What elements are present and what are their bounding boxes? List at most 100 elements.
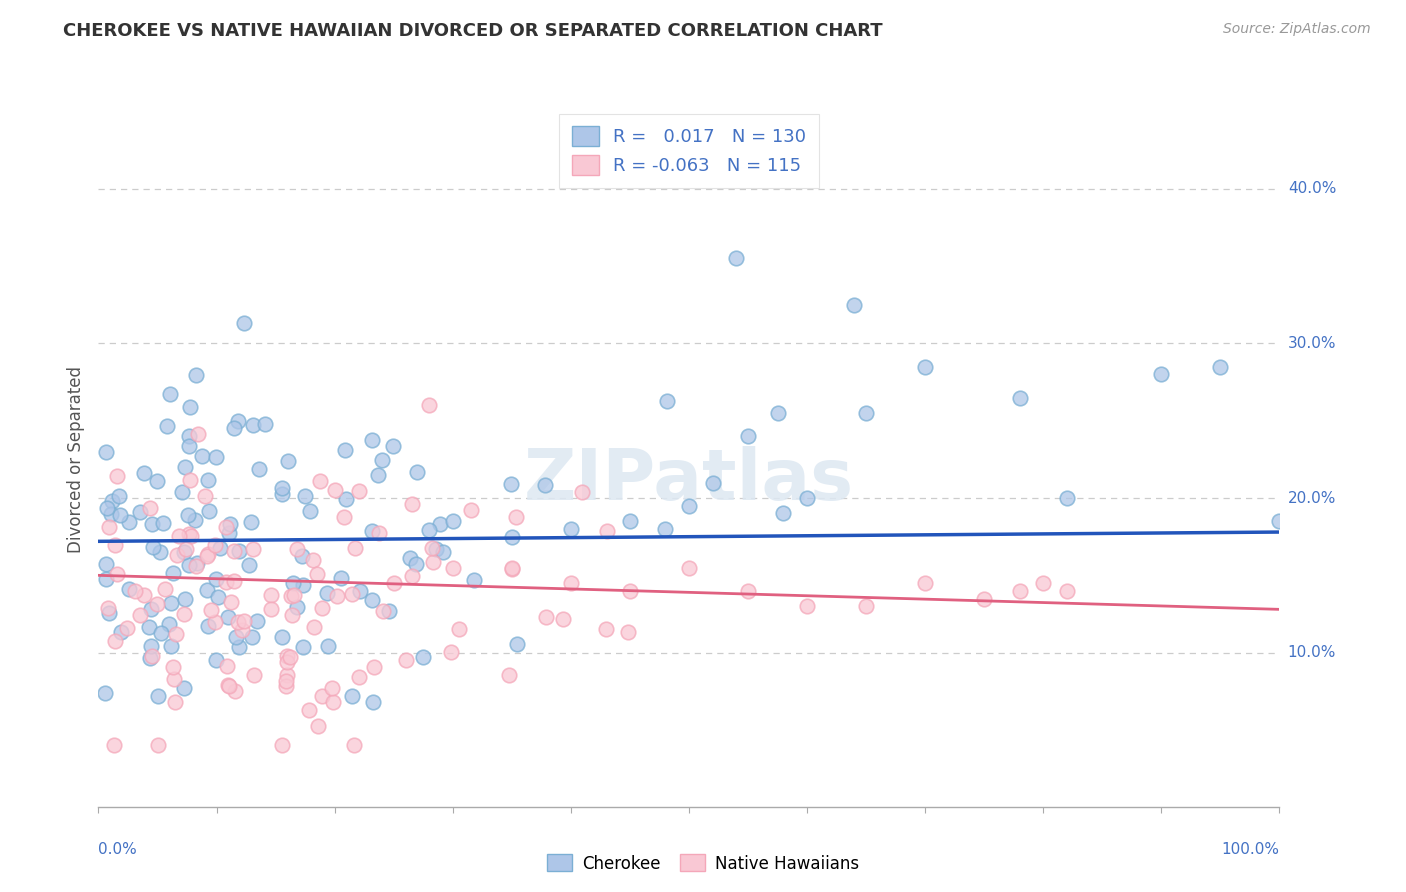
Point: [619, 514, 641, 528]
Point: [173, 459, 195, 474]
Point: [218, 517, 240, 532]
Point: [330, 571, 353, 585]
Point: [422, 541, 444, 555]
Point: [228, 640, 250, 654]
Point: [104, 538, 127, 552]
Point: [271, 481, 294, 495]
Point: [506, 637, 529, 651]
Point: [560, 522, 582, 536]
Point: [405, 465, 427, 479]
Point: [187, 427, 209, 442]
Point: [361, 524, 384, 539]
Point: [460, 503, 482, 517]
Point: [294, 489, 316, 503]
Point: [343, 541, 366, 555]
Point: [224, 574, 246, 589]
Point: [200, 603, 222, 617]
Point: [617, 624, 640, 639]
Point: [207, 591, 229, 605]
Point: [100, 507, 122, 521]
Point: [108, 508, 131, 522]
Point: [193, 489, 215, 503]
Point: [343, 739, 366, 753]
Point: [226, 414, 249, 428]
Point: [333, 509, 356, 524]
Legend: R =   0.017   N = 130, R = -0.063   N = 115: R = 0.017 N = 130, R = -0.063 N = 115: [560, 113, 818, 187]
Text: 10.0%: 10.0%: [1288, 645, 1336, 660]
Text: 40.0%: 40.0%: [1288, 181, 1336, 196]
Point: [156, 419, 179, 434]
Point: [441, 514, 464, 528]
Point: [96, 445, 118, 459]
Point: [177, 429, 200, 443]
Point: [141, 649, 163, 664]
Point: [855, 406, 877, 420]
Point: [170, 484, 193, 499]
Point: [678, 499, 700, 513]
Point: [571, 485, 593, 500]
Point: [914, 359, 936, 374]
Point: [302, 620, 325, 634]
Point: [146, 597, 169, 611]
Point: [441, 560, 464, 574]
Point: [232, 614, 254, 628]
Point: [702, 475, 724, 490]
Point: [311, 601, 333, 615]
Point: [276, 649, 298, 664]
Point: [1056, 583, 1078, 598]
Point: [1209, 359, 1232, 374]
Point: [198, 504, 221, 518]
Point: [322, 694, 344, 708]
Point: [422, 555, 444, 569]
Point: [240, 630, 263, 644]
Point: [107, 489, 129, 503]
Point: [277, 453, 299, 467]
Point: [501, 560, 523, 574]
Point: [768, 406, 790, 420]
Point: [285, 600, 308, 615]
Point: [141, 639, 163, 653]
Point: [215, 519, 238, 533]
Point: [226, 615, 249, 629]
Point: [209, 541, 232, 555]
Point: [311, 689, 333, 703]
Point: [233, 316, 256, 330]
Point: [274, 674, 297, 689]
Point: [159, 639, 181, 653]
Point: [166, 549, 188, 563]
Point: [177, 508, 200, 522]
Point: [141, 516, 163, 531]
Point: [725, 252, 748, 266]
Point: [278, 650, 301, 665]
Point: [184, 513, 207, 527]
Point: [361, 433, 384, 447]
Point: [162, 660, 184, 674]
Point: [162, 566, 184, 581]
Point: [309, 474, 332, 488]
Point: [772, 507, 794, 521]
Point: [205, 572, 228, 586]
Point: [197, 547, 219, 561]
Y-axis label: Divorced or Separated: Divorced or Separated: [66, 366, 84, 553]
Point: [349, 584, 371, 599]
Point: [96, 500, 118, 515]
Point: [595, 623, 617, 637]
Point: [283, 588, 305, 602]
Point: [139, 500, 162, 515]
Point: [363, 695, 385, 709]
Point: [163, 672, 186, 686]
Point: [104, 634, 127, 648]
Point: [596, 524, 619, 538]
Point: [271, 739, 294, 753]
Point: [186, 368, 208, 383]
Text: CHEROKEE VS NATIVE HAWAIIAN DIVORCED OR SEPARATED CORRELATION CHART: CHEROKEE VS NATIVE HAWAIIAN DIVORCED OR …: [63, 22, 883, 40]
Point: [204, 538, 226, 552]
Point: [307, 719, 329, 733]
Point: [97, 601, 120, 615]
Point: [449, 622, 471, 636]
Point: [281, 575, 304, 590]
Point: [425, 541, 447, 556]
Point: [371, 604, 394, 618]
Point: [157, 616, 180, 631]
Point: [654, 522, 676, 536]
